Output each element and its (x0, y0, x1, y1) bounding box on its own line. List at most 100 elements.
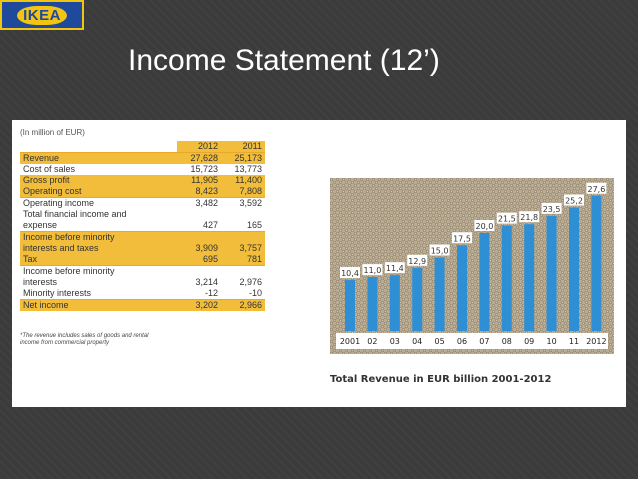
value-2012 (177, 231, 221, 243)
x-tick-label: 10 (547, 337, 557, 346)
footnote-line-2: income from commercial property (20, 340, 110, 346)
table-row: Operating cost 8,423 7,808 (20, 186, 265, 198)
income-statement-table-area: (In million of EUR) 2012 2011 Revenue 27,… (20, 128, 265, 347)
value-2011: 7,808 (221, 186, 265, 198)
data-label: 10,4 (341, 269, 359, 278)
year-header-2012: 2012 (177, 141, 221, 153)
x-tick-label: 05 (435, 337, 445, 346)
table-header-row: 2012 2011 (20, 141, 265, 153)
value-2012: 27,628 (177, 152, 221, 164)
data-label-background (384, 262, 405, 274)
value-2012: 11,905 (177, 175, 221, 186)
table-row: Gross profit 11,905 11,400 (20, 175, 265, 186)
value-2011: -10 (221, 288, 265, 300)
revenue-chart-svg: 10,4 11,0 11,4 12,9 15,0 17,5 20,0 21,5 21,8 23,5… (330, 178, 614, 354)
data-label-background (429, 244, 450, 256)
row-label: Operating income (20, 197, 177, 209)
table-row: expense 427 165 (20, 220, 265, 232)
data-label: 25,2 (565, 197, 583, 206)
revenue-bar (367, 277, 378, 331)
value-2011: 2,976 (221, 277, 265, 288)
table-row: interests 3,214 2,976 (20, 277, 265, 288)
table-row: Net income 3,202 2,966 (20, 299, 265, 311)
row-label: Revenue (20, 152, 177, 164)
data-label: 11,0 (363, 266, 381, 275)
revenue-bar (434, 257, 445, 331)
data-label-background (340, 267, 360, 279)
row-label: Income before minority (20, 231, 177, 243)
data-label: 20,0 (475, 222, 493, 231)
data-label: 11,4 (386, 264, 404, 273)
revenue-bar (569, 207, 579, 331)
x-tick-label: 04 (412, 337, 422, 346)
value-2011: 25,173 (221, 152, 265, 164)
table-footnote: *The revenue includes sales of goods and… (20, 333, 265, 347)
footnote-line-1: *The revenue includes sales of goods and… (20, 333, 149, 339)
revenue-bar (501, 225, 512, 331)
x-tick-label: 11 (569, 337, 579, 346)
table-row: Tax 695 781 (20, 254, 265, 266)
value-2012: 695 (177, 254, 221, 266)
value-2012: 3,214 (177, 277, 221, 288)
revenue-bar (345, 280, 355, 331)
slide-title: Income Statement (12’) (128, 44, 440, 77)
row-label: Gross profit (20, 175, 177, 186)
value-2012 (177, 209, 221, 220)
data-label-background (474, 220, 495, 231)
data-label: 15,0 (431, 247, 449, 256)
row-label: Income before minority (20, 265, 177, 277)
table-row: interests and taxes 3,909 3,757 (20, 243, 265, 254)
table-row: Cost of sales 15,723 13,773 (20, 164, 265, 175)
value-2011: 3,757 (221, 243, 265, 254)
row-label: Cost of sales (20, 164, 177, 175)
revenue-bar (591, 195, 602, 331)
value-2012: 15,723 (177, 164, 221, 175)
slide-content-panel: (In million of EUR) 2012 2011 Revenue 27,… (12, 120, 626, 407)
data-label: 23,5 (543, 205, 561, 214)
row-label: interests and taxes (20, 243, 177, 254)
value-2011: 3,592 (221, 197, 265, 209)
year-header-2011: 2011 (221, 141, 265, 153)
table-row: Minority interests -12 -10 (20, 288, 265, 300)
table-caption: (In million of EUR) (20, 128, 85, 137)
value-2011 (221, 231, 265, 243)
value-2012: 3,909 (177, 243, 221, 254)
data-label-background (586, 182, 607, 194)
data-label-background (519, 211, 540, 223)
data-label: 12,9 (408, 257, 426, 266)
x-tick-label: 2001 (340, 337, 360, 346)
data-label-background (496, 212, 517, 224)
value-2012: 427 (177, 220, 221, 232)
data-label: 17,5 (453, 234, 471, 243)
row-label: expense (20, 220, 177, 232)
table-row: Total financial income and (20, 209, 265, 220)
value-2011 (221, 209, 265, 220)
table-row: Operating income 3,482 3,592 (20, 197, 265, 209)
row-label: Tax (20, 254, 177, 266)
row-label: Total financial income and (20, 209, 177, 220)
row-label: Net income (20, 299, 177, 311)
value-2011: 165 (221, 220, 265, 232)
revenue-bar (479, 233, 490, 331)
x-tick-label: 2012 (586, 337, 606, 346)
revenue-bar (412, 267, 423, 331)
income-statement-table: 2012 2011 Revenue 27,628 25,173 Cost of sal… (20, 141, 265, 311)
x-tick-label: 08 (502, 337, 512, 346)
revenue-bar (546, 215, 557, 331)
value-2011 (221, 265, 265, 277)
ikea-logo-text: IKEA (17, 5, 67, 25)
x-tick-label: 02 (367, 337, 377, 346)
revenue-chart: 10,4 11,0 11,4 12,9 15,0 17,5 20,0 21,5 21,8 23,5… (330, 178, 614, 354)
table-row: Income before minority (20, 265, 265, 277)
value-2012 (177, 265, 221, 277)
table-row: Revenue 27,628 25,173 (20, 152, 265, 164)
row-label: Minority interests (20, 288, 177, 300)
row-label: interests (20, 277, 177, 288)
data-label: 27,6 (587, 185, 605, 194)
ikea-logo: IKEA (0, 0, 84, 30)
value-2012: 3,482 (177, 197, 221, 209)
value-2012: 8,423 (177, 186, 221, 198)
x-tick-label: 03 (390, 337, 400, 346)
data-label-background (362, 264, 383, 276)
value-2011: 781 (221, 254, 265, 266)
